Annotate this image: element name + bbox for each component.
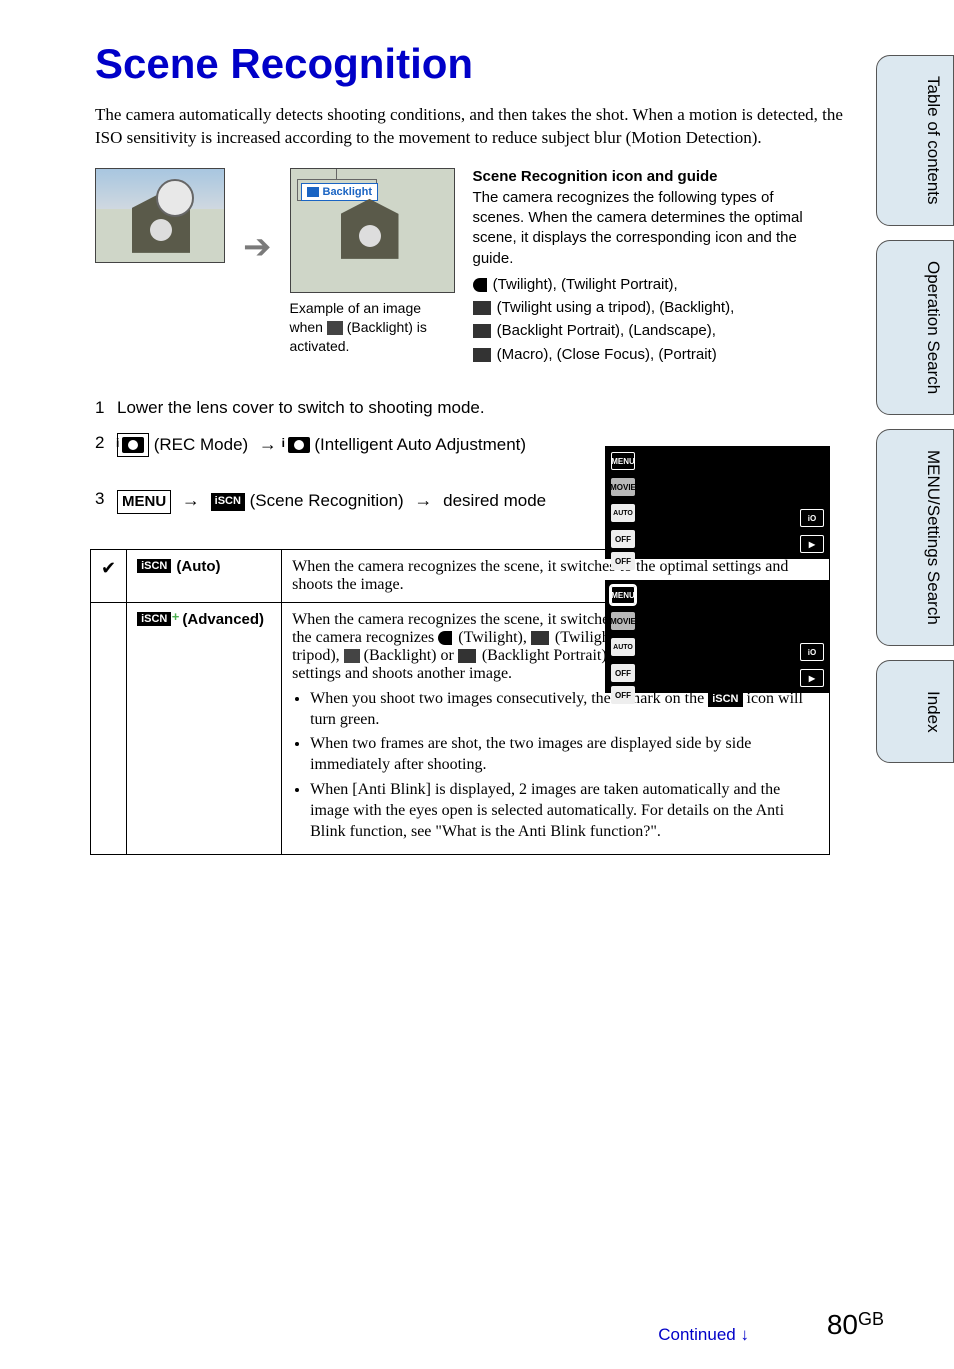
tripod-icon [473, 301, 491, 315]
camera-screen-2: MENU MOVIE AUTO OFF OFF iO ▶ [605, 580, 830, 693]
screen-auto-icon: AUTO [611, 504, 635, 522]
iscn-icon: iSCN [137, 559, 171, 573]
tab-index[interactable]: Index [876, 660, 954, 764]
twilight-portrait-icon [531, 631, 549, 645]
screen-auto-icon: AUTO [611, 638, 635, 656]
camera-screen-1: MENU MOVIE AUTO OFF OFF iO ▶ [605, 446, 830, 559]
screen-menu-icon: MENU [611, 452, 635, 470]
backlight-icon [344, 649, 360, 663]
screen-movie-icon: MOVIE [611, 478, 635, 496]
guide-text: The camera recognizes the following type… [473, 188, 818, 269]
arrow-icon: → [259, 434, 277, 454]
bullet: When you shoot two images consecutively,… [310, 689, 819, 731]
thumb-after-wrap: Backlight Example of an image when (Back… [290, 168, 455, 356]
backlight-portrait-icon [473, 324, 491, 338]
iauto-icon [288, 437, 310, 453]
thumb-before [95, 168, 225, 263]
menu-button-icon: MENU [117, 490, 171, 514]
macro-icon [473, 348, 491, 362]
example-caption: Example of an image when (Backlight) is … [290, 299, 455, 356]
step-1: 1 Lower the lens cover to switch to shoo… [95, 396, 845, 421]
screen-mode-icon: iO [800, 643, 824, 661]
screen-mode-icon: iO [800, 509, 824, 527]
screen-off-icon: OFF [611, 530, 635, 548]
arrow-icon: → [182, 490, 200, 510]
rec-mode-icon [117, 433, 149, 457]
iscn-plus-icon: iSCN+ [137, 612, 171, 626]
continued-label: Continued ↓ [658, 1325, 749, 1345]
guide-column: Scene Recognition icon and guide The cam… [473, 168, 818, 366]
check-icon: ✔ [101, 558, 116, 578]
tab-menu-settings-search[interactable]: MENU/Settings Search [876, 429, 954, 646]
step-num: 2 [95, 431, 117, 458]
screen-play-icon: ▶ [800, 535, 824, 553]
backlight-icon [307, 187, 319, 197]
arrow-icon: → [414, 490, 432, 510]
down-arrow-icon: ↓ [741, 1325, 750, 1345]
iscn-icon: iSCN [211, 493, 245, 511]
guide-heading: Scene Recognition icon and guide [473, 168, 818, 185]
mode-label: (Auto) [176, 558, 220, 575]
page-number: 80GB [827, 1309, 884, 1341]
badge-label: Backlight [323, 186, 373, 198]
tab-operation-search[interactable]: Operation Search [876, 240, 954, 415]
step-body: Lower the lens cover to switch to shooti… [117, 396, 845, 421]
screen-movie-icon: MOVIE [611, 612, 635, 630]
page-title: Scene Recognition [95, 40, 924, 88]
bullet: When [Anti Blink] is displayed, 2 images… [310, 780, 819, 842]
intro-text: The camera automatically detects shootin… [95, 104, 845, 150]
side-tabs: Table of contents Operation Search MENU/… [876, 55, 954, 763]
step-num: 1 [95, 396, 117, 421]
bullet: When two frames are shot, the two images… [310, 734, 819, 776]
guide-icon-list: (Twilight), (Twilight Portrait), (Twilig… [473, 273, 818, 366]
step-num: 3 [95, 487, 117, 514]
arrow-right-icon: ➔ [243, 227, 272, 267]
screen-play-icon: ▶ [800, 669, 824, 687]
backlight-portrait-icon [458, 649, 476, 663]
screen-off-icon: OFF [611, 552, 635, 570]
thumb-before-wrap [95, 168, 225, 263]
example-row: ➔ Backlight Example of an image when (Ba… [95, 168, 924, 366]
iscn-icon: iSCN [708, 691, 742, 707]
thumb-after: Backlight [290, 168, 455, 293]
backlight-badge: Backlight [301, 183, 379, 201]
screen-menu-icon: MENU [611, 586, 635, 604]
backlight-inline-icon [327, 321, 343, 335]
tab-toc[interactable]: Table of contents [876, 55, 954, 226]
screen-off-icon: OFF [611, 686, 635, 704]
screen-off-icon: OFF [611, 664, 635, 682]
twilight-icon [473, 278, 487, 292]
twilight-icon [438, 631, 452, 645]
mode-label: (Advanced) [182, 611, 264, 628]
